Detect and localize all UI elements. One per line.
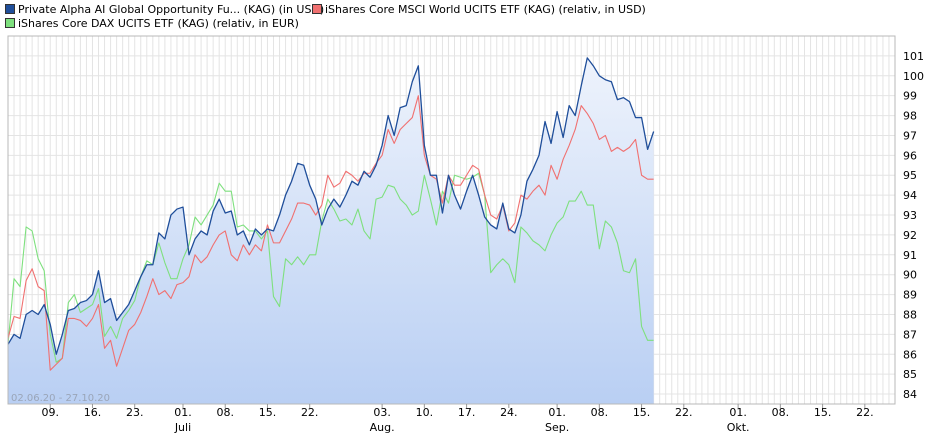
y-tick-label-93: 93 (903, 209, 917, 222)
date-range-label: 02.06.20 - 27.10.20 (11, 393, 110, 404)
series-lines-layer (7, 57, 655, 371)
x-tick-label-1: 16. (84, 406, 102, 419)
x-tick-label-2: 23. (126, 406, 144, 419)
y-tick-label-100: 100 (903, 70, 924, 83)
y-tick-label-98: 98 (903, 110, 917, 123)
x-tick-label-15: 01. (729, 406, 747, 419)
x-tick-label-7: 03. (373, 406, 391, 419)
x-tick-label-10: 24. (500, 406, 518, 419)
y-tick-label-101: 101 (903, 50, 924, 63)
y-tick-label-88: 88 (903, 308, 917, 321)
y-tick-label-87: 87 (903, 328, 917, 341)
y-tick-label-96: 96 (903, 149, 917, 162)
legend-swatch-alpha-ai (5, 4, 15, 14)
series-area-0 (8, 57, 654, 404)
y-tick-label-95: 95 (903, 169, 917, 182)
x-month-label-15: Okt. (727, 421, 750, 434)
y-axis: 84 85 86 87 88 89 90 91 92 93 94 95 96 97 98 99 100 101 (903, 50, 924, 401)
chart-legend: Private Alpha AI Global Opportunity Fu..… (0, 0, 930, 36)
x-month-label-11: Sep. (545, 421, 569, 434)
x-tick-label-12: 08. (591, 406, 609, 419)
x-tick-label-9: 17. (458, 406, 476, 419)
area-fill-layer (8, 57, 654, 404)
x-tick-label-14: 22. (675, 406, 693, 419)
y-tick-label-91: 91 (903, 249, 917, 262)
x-tick-label-0: 09. (41, 406, 59, 419)
x-tick-label-11: 01. (548, 406, 566, 419)
x-tick-label-3: 01. (174, 406, 192, 419)
x-tick-label-16: 08. (772, 406, 790, 419)
series-line-1 (7, 95, 654, 371)
legend-item-alpha-ai: Private Alpha AI Global Opportunity Fu..… (5, 3, 324, 16)
legend-label-alpha-ai: Private Alpha AI Global Opportunity Fu..… (18, 3, 325, 16)
x-tick-label-13: 15. (633, 406, 651, 419)
legend-swatch-msci-world (312, 4, 322, 14)
plot-border (7, 35, 896, 405)
y-tick-label-99: 99 (903, 90, 917, 103)
x-tick-label-8: 10. (416, 406, 434, 419)
y-tick-label-86: 86 (903, 348, 917, 361)
x-month-label-3: Juli (174, 421, 191, 434)
x-tick-label-18: 22. (856, 406, 874, 419)
y-tick-label-90: 90 (903, 269, 917, 282)
x-tick-label-4: 08. (216, 406, 234, 419)
legend-label-dax: iShares Core DAX UCITS ETF (KAG) (relati… (18, 17, 299, 30)
y-tick-label-89: 89 (903, 289, 917, 302)
x-axis: 09. 16. 23. 01. Juli 08. 15. 22. 03. Aug. 10. 17. 24… (41, 404, 874, 434)
x-tick-label-17: 15. (814, 406, 832, 419)
y-tick-label-85: 85 (903, 368, 917, 381)
legend-item-dax: iShares Core DAX UCITS ETF (KAG) (relati… (5, 17, 299, 30)
y-tick-label-97: 97 (903, 129, 917, 142)
x-month-label-7: Aug. (370, 421, 395, 434)
series-line-0 (7, 57, 655, 355)
legend-label-msci-world: iShares Core MSCI World UCITS ETF (KAG) … (325, 3, 646, 16)
legend-item-msci-world: iShares Core MSCI World UCITS ETF (KAG) … (312, 3, 646, 16)
y-tick-label-92: 92 (903, 229, 917, 242)
y-tick-label-84: 84 (903, 388, 917, 401)
y-tick-label-94: 94 (903, 189, 917, 202)
legend-swatch-dax (5, 18, 15, 28)
x-tick-label-6: 22. (301, 406, 319, 419)
x-tick-label-5: 15. (259, 406, 277, 419)
